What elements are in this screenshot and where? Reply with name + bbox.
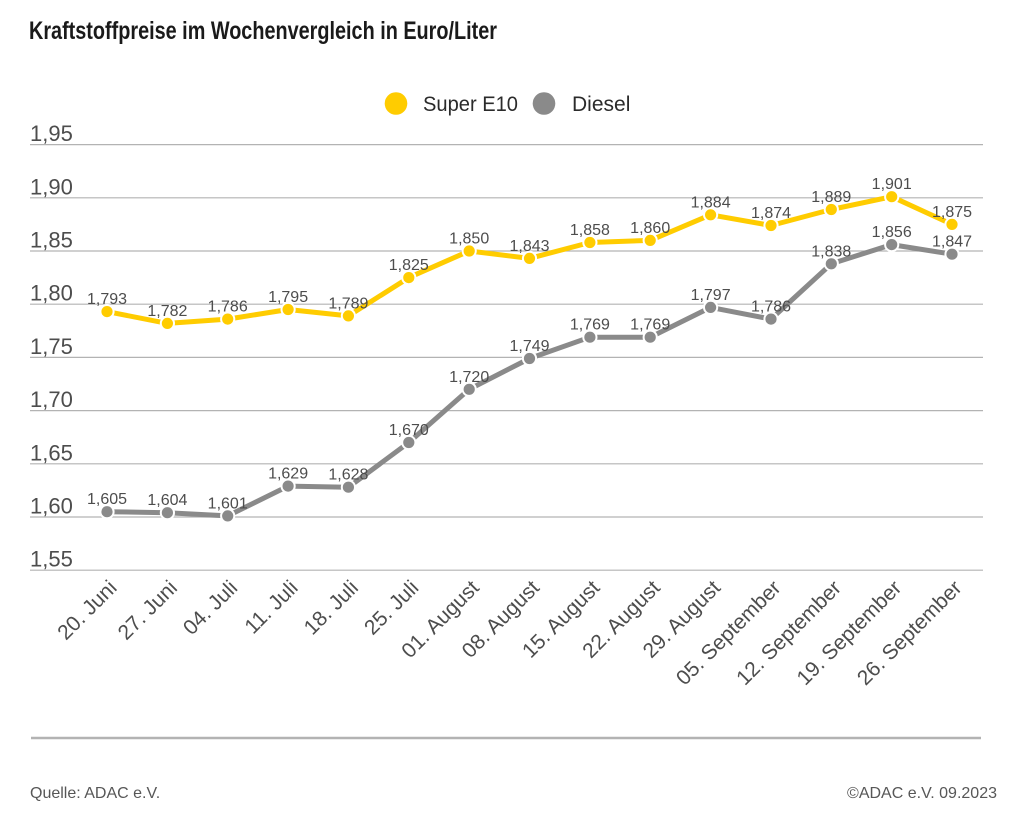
- svg-text:1,884: 1,884: [691, 194, 731, 211]
- svg-text:1,70: 1,70: [30, 387, 73, 412]
- svg-text:1,847: 1,847: [932, 234, 972, 251]
- svg-text:Kraftstoffpreise im Wochenverg: Kraftstoffpreise im Wochenvergleich in E…: [29, 17, 497, 45]
- svg-text:1,90: 1,90: [30, 174, 73, 199]
- svg-text:1,860: 1,860: [630, 220, 670, 237]
- svg-text:1,797: 1,797: [691, 287, 731, 304]
- svg-text:1,782: 1,782: [147, 303, 187, 320]
- svg-text:1,786: 1,786: [208, 299, 248, 316]
- svg-text:1,856: 1,856: [872, 224, 912, 241]
- svg-text:1,838: 1,838: [811, 243, 851, 260]
- svg-text:1,874: 1,874: [751, 205, 791, 222]
- svg-text:1,875: 1,875: [932, 204, 972, 221]
- svg-text:Diesel: Diesel: [572, 93, 630, 116]
- svg-text:1,858: 1,858: [570, 222, 610, 239]
- svg-text:1,80: 1,80: [30, 281, 73, 306]
- svg-text:1,786: 1,786: [751, 299, 791, 316]
- svg-text:1,601: 1,601: [208, 495, 248, 512]
- svg-text:1,628: 1,628: [328, 467, 368, 484]
- svg-text:1,720: 1,720: [449, 369, 489, 386]
- svg-text:1,901: 1,901: [872, 176, 912, 193]
- svg-text:©ADAC e.V. 09.2023: ©ADAC e.V. 09.2023: [847, 785, 997, 802]
- svg-text:1,769: 1,769: [570, 317, 610, 334]
- svg-text:1,789: 1,789: [328, 295, 368, 312]
- svg-text:1,65: 1,65: [30, 440, 73, 465]
- svg-text:1,769: 1,769: [630, 317, 670, 334]
- svg-text:1,95: 1,95: [30, 121, 73, 146]
- svg-text:Super E10: Super E10: [423, 93, 518, 116]
- svg-text:1,55: 1,55: [30, 547, 73, 572]
- svg-text:1,605: 1,605: [87, 491, 127, 508]
- svg-text:1,793: 1,793: [87, 291, 127, 308]
- svg-text:1,850: 1,850: [449, 231, 489, 248]
- svg-text:1,843: 1,843: [509, 238, 549, 255]
- svg-text:1,60: 1,60: [30, 494, 73, 519]
- svg-text:Quelle: ADAC e.V.: Quelle: ADAC e.V.: [30, 785, 160, 802]
- svg-text:1,889: 1,889: [811, 189, 851, 206]
- svg-text:1,825: 1,825: [389, 257, 429, 274]
- svg-text:1,749: 1,749: [509, 338, 549, 355]
- svg-text:1,75: 1,75: [30, 334, 73, 359]
- svg-text:1,795: 1,795: [268, 289, 308, 306]
- svg-text:1,604: 1,604: [147, 492, 187, 509]
- svg-text:1,670: 1,670: [389, 422, 429, 439]
- svg-text:1,629: 1,629: [268, 466, 308, 483]
- svg-text:1,85: 1,85: [30, 228, 73, 253]
